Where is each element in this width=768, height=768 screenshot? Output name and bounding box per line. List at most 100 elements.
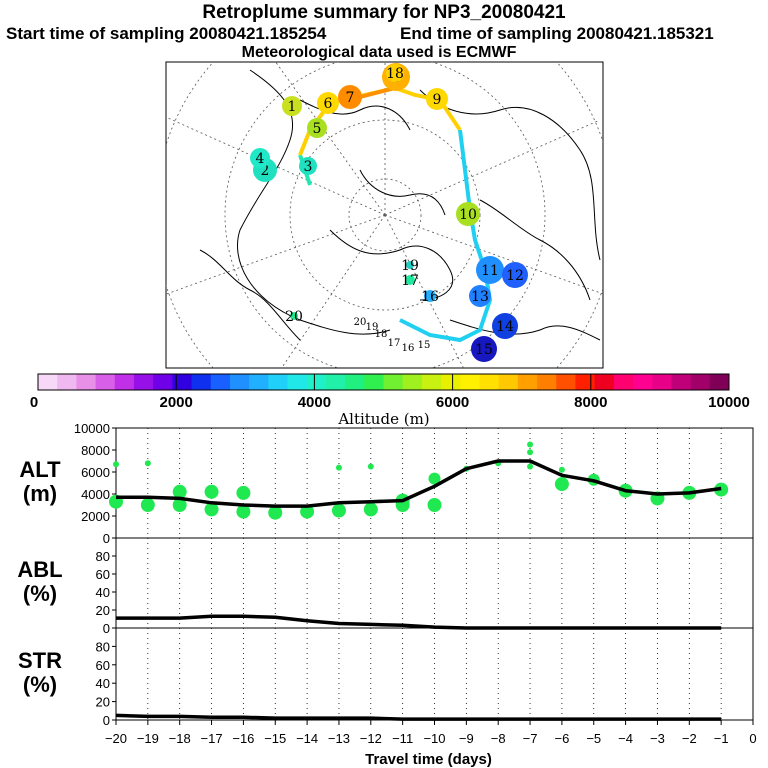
day-marker bbox=[456, 202, 480, 226]
x-tick-label: −5 bbox=[586, 731, 601, 746]
series-line bbox=[116, 459, 722, 508]
colorbar-tick-label: 10000 bbox=[708, 394, 750, 411]
colorbar-swatch bbox=[613, 374, 634, 390]
y-tick-label: 20 bbox=[96, 603, 110, 618]
day-marker bbox=[405, 275, 415, 285]
colorbar-swatch bbox=[575, 374, 596, 390]
y-tick-label: 40 bbox=[96, 585, 110, 600]
day-marker-label: 16 bbox=[421, 289, 439, 305]
x-tick-label: −3 bbox=[650, 731, 665, 746]
scatter-point bbox=[527, 463, 534, 470]
y-tick-label: 60 bbox=[96, 567, 110, 582]
x-tick-label: −18 bbox=[169, 731, 191, 746]
y-tick-label: 2000 bbox=[81, 509, 110, 524]
scatter-point bbox=[113, 461, 119, 468]
colorbar-swatch bbox=[402, 374, 423, 390]
day-marker-label: 10 bbox=[459, 207, 477, 223]
colorbar-swatch bbox=[191, 374, 212, 390]
panel-ylabel: STR bbox=[18, 648, 62, 673]
colorbar-swatch bbox=[38, 374, 58, 390]
scatter-point bbox=[268, 505, 283, 520]
colorbar-swatch bbox=[537, 374, 557, 390]
day-marker bbox=[386, 64, 404, 82]
y-tick-label: 6000 bbox=[81, 465, 110, 480]
day-marker-label: 13 bbox=[471, 289, 489, 305]
x-tick-label: −16 bbox=[232, 731, 254, 746]
day-marker-label: 20 bbox=[285, 309, 303, 325]
y-tick-label: 0 bbox=[103, 621, 110, 636]
scatter-point bbox=[236, 485, 251, 500]
x-tick-label: −2 bbox=[682, 731, 697, 746]
x-tick-label: −15 bbox=[264, 731, 286, 746]
panel-ylabel: ALT bbox=[19, 457, 61, 482]
colorbar-swatch bbox=[479, 374, 500, 390]
time-series-panels: 0200040006000800010000ALT(m)020406080ABL… bbox=[17, 421, 756, 768]
y-tick-label: 80 bbox=[96, 549, 110, 564]
day-marker bbox=[492, 313, 518, 339]
day-marker-label: 5 bbox=[313, 121, 322, 137]
series-line bbox=[116, 614, 722, 630]
colorbar-swatch bbox=[95, 374, 116, 390]
x-tick-label: −1 bbox=[714, 731, 729, 746]
trajectory-day-markers: 1234567891011121314151617181920201918171… bbox=[250, 63, 528, 362]
scatter-point bbox=[527, 449, 534, 456]
colorbar-swatch bbox=[652, 374, 672, 390]
day-marker bbox=[299, 157, 317, 175]
day-marker-label: 3 bbox=[304, 159, 313, 175]
colorbar-swatch bbox=[594, 374, 615, 390]
colorbar-swatch bbox=[421, 374, 442, 390]
colorbar-swatch bbox=[345, 374, 365, 390]
colorbar-swatch bbox=[306, 374, 327, 390]
day-marker-label: 15 bbox=[475, 342, 493, 358]
colorbar-swatch bbox=[229, 374, 250, 390]
colorbar-tick-label: 0 bbox=[30, 394, 38, 411]
y-tick-label: 4000 bbox=[81, 487, 110, 502]
y-tick-label: 10000 bbox=[74, 421, 110, 436]
day-marker-label: 11 bbox=[481, 263, 499, 279]
x-tick-label: −14 bbox=[296, 731, 318, 746]
day-marker bbox=[502, 262, 528, 288]
colorbar-swatch bbox=[556, 374, 576, 390]
day-marker bbox=[476, 256, 504, 284]
colorbar-swatch bbox=[441, 374, 461, 390]
y-tick-label: 0 bbox=[103, 531, 110, 546]
scatter-point bbox=[172, 498, 187, 512]
colorbar-tick-label: 2000 bbox=[160, 394, 193, 411]
day-marker-label: 4 bbox=[256, 151, 265, 167]
colorbar-swatch bbox=[671, 374, 692, 390]
x-tick-label: −11 bbox=[392, 731, 413, 746]
colorbar-swatch bbox=[364, 374, 384, 390]
colorbar-tick-label: 6000 bbox=[436, 394, 469, 411]
page-title: Retroplume summary for NP3_20080421 bbox=[202, 2, 566, 23]
colorbar-tick-label: 8000 bbox=[574, 394, 607, 411]
x-tick-label: −12 bbox=[360, 731, 382, 746]
day-marker-label: 9 bbox=[433, 92, 442, 108]
y-tick-label: 80 bbox=[96, 639, 110, 654]
met-data-text: Meteorological data used is ECMWF bbox=[241, 44, 517, 61]
x-tick-label: −19 bbox=[137, 731, 159, 746]
y-tick-label: 20 bbox=[96, 695, 110, 710]
day-label: 16 bbox=[402, 343, 415, 354]
day-marker bbox=[317, 92, 339, 114]
day-marker bbox=[426, 88, 448, 110]
scatter-point bbox=[367, 463, 374, 470]
day-marker bbox=[282, 96, 302, 116]
colorbar-swatch bbox=[709, 374, 730, 390]
day-marker bbox=[471, 336, 497, 362]
day-label: 18 bbox=[375, 329, 388, 340]
scatter-point bbox=[204, 484, 219, 499]
x-tick-label: −9 bbox=[459, 731, 474, 746]
panel-ylabel: (%) bbox=[23, 581, 57, 606]
day-marker bbox=[250, 148, 270, 168]
colorbar-label: Altitude (m) bbox=[337, 410, 429, 428]
y-tick-label: 40 bbox=[96, 676, 110, 691]
colorbar-swatch bbox=[460, 374, 480, 390]
day-label: 17 bbox=[388, 338, 401, 349]
colorbar-swatch bbox=[498, 374, 519, 390]
scatter-point bbox=[527, 441, 534, 448]
x-tick-label: −10 bbox=[423, 731, 445, 746]
day-marker-label: 6 bbox=[324, 96, 333, 112]
scatter-point bbox=[428, 472, 441, 485]
